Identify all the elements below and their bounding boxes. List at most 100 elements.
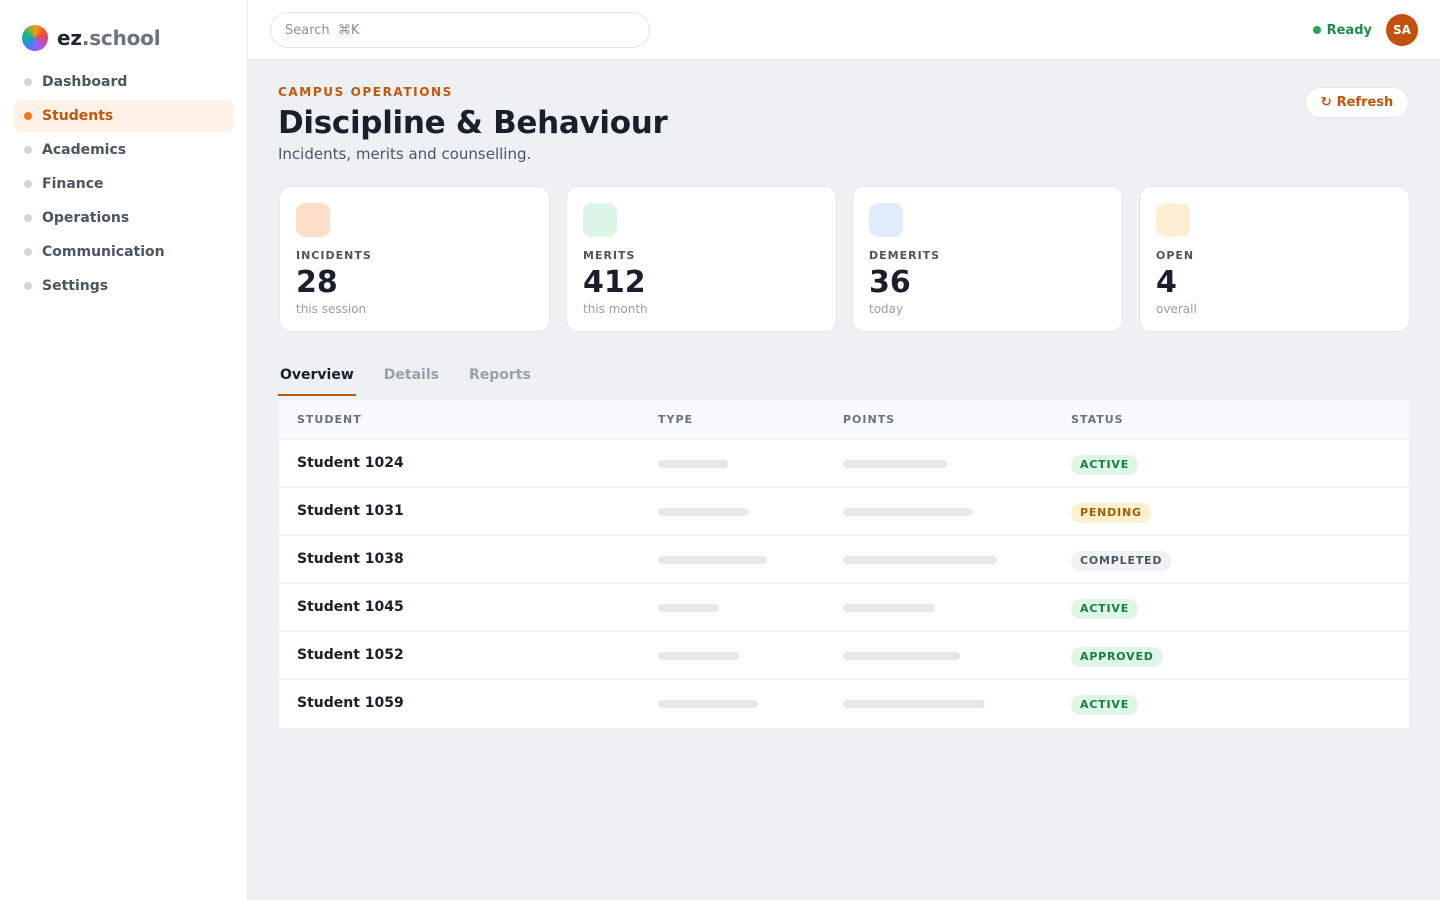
page-title: Discipline & Behaviour (278, 105, 668, 141)
demerits-icon (869, 203, 903, 237)
bullet-icon (24, 146, 32, 154)
sidebar: ez.school Dashboard Students Academics F… (0, 0, 248, 900)
status-text: Ready (1326, 22, 1372, 38)
kpi-value: 36 (869, 265, 911, 300)
column-header-student[interactable]: STUDENT (297, 413, 362, 426)
type-placeholder (658, 508, 748, 516)
refresh-icon: ↻ (1320, 95, 1332, 110)
bullet-icon (24, 112, 32, 120)
kpi-label: DEMERITS (869, 249, 941, 262)
bullet-icon (24, 282, 32, 290)
student-name: Student 1059 (297, 695, 404, 711)
points-placeholder (843, 556, 997, 564)
brand-name-ez: ez (57, 26, 82, 50)
kpi-label: OPEN (1156, 249, 1195, 262)
type-placeholder (658, 652, 739, 660)
points-placeholder (843, 460, 947, 468)
table-row[interactable]: Student 1052 APPROVED (279, 632, 1409, 680)
student-name: Student 1038 (297, 551, 404, 567)
kpi-note: this month (583, 302, 648, 316)
kpi-value: 28 (296, 265, 338, 300)
brand[interactable]: ez.school (22, 25, 161, 51)
type-placeholder (658, 700, 758, 708)
sidebar-item-label: Settings (42, 278, 109, 294)
tab-details[interactable]: Details (383, 367, 439, 383)
status-indicator: Ready (1312, 20, 1372, 40)
kpi-card-demerits: DEMERITS 36 today (852, 186, 1123, 332)
sidebar-item-label: Finance (42, 176, 104, 192)
table-row[interactable]: Student 1031 PENDING (279, 488, 1409, 536)
sidebar-item-dashboard[interactable]: Dashboard (14, 66, 233, 98)
student-name: Student 1045 (297, 599, 404, 615)
kpi-note: today (869, 302, 904, 316)
sidebar-item-label: Academics (42, 142, 127, 158)
sidebar-item-academics[interactable]: Academics (14, 134, 233, 166)
kpi-note: overall (1156, 302, 1197, 316)
points-placeholder (843, 700, 985, 708)
type-placeholder (658, 556, 767, 564)
open-icon (1156, 203, 1190, 237)
tab-reports[interactable]: Reports (468, 367, 531, 383)
sidebar-item-label: Students (42, 108, 114, 124)
section-eyebrow: CAMPUS OPERATIONS (278, 85, 453, 99)
student-name: Student 1052 (297, 647, 404, 663)
sidebar-item-label: Operations (42, 210, 130, 226)
avatar[interactable]: SA (1386, 14, 1418, 46)
status-badge: ACTIVE (1071, 695, 1139, 715)
status-dot-icon (1312, 26, 1321, 34)
table-row[interactable]: Student 1059 ACTIVE (279, 680, 1409, 728)
points-placeholder (843, 652, 960, 660)
brand-name-rest: .school (81, 26, 161, 50)
page-subtitle: Incidents, merits and counselling. (278, 145, 532, 163)
refresh-label: Refresh (1336, 95, 1394, 110)
status-badge: PENDING (1071, 503, 1151, 523)
table-header: STUDENT TYPE POINTS STATUS (279, 400, 1409, 440)
incidents-icon (296, 203, 330, 237)
kpi-card-open: OPEN 4 overall (1139, 186, 1410, 332)
kpi-label: INCIDENTS (296, 249, 372, 262)
bullet-icon (24, 78, 32, 86)
sidebar-item-label: Dashboard (42, 74, 128, 90)
kpi-value: 412 (583, 265, 646, 300)
bullet-icon (24, 214, 32, 222)
sidebar-item-operations[interactable]: Operations (14, 202, 233, 234)
logo-icon (22, 25, 48, 51)
column-header-status[interactable]: STATUS (1071, 413, 1124, 426)
sidebar-item-finance[interactable]: Finance (14, 168, 233, 200)
bullet-icon (24, 180, 32, 188)
tab-overview[interactable]: Overview (278, 360, 356, 396)
points-placeholder (843, 604, 935, 612)
sidebar-item-label: Communication (42, 244, 165, 260)
student-name: Student 1024 (297, 455, 404, 471)
status-badge: COMPLETED (1071, 551, 1172, 571)
column-header-type[interactable]: TYPE (658, 413, 694, 426)
sidebar-item-settings[interactable]: Settings (14, 270, 233, 302)
table-row[interactable]: Student 1045 ACTIVE (279, 584, 1409, 632)
tab-bar: Overview Details Reports (278, 360, 559, 396)
kpi-card-merits: MERITS 412 this month (566, 186, 837, 332)
students-table: STUDENT TYPE POINTS STATUS Student 1024 … (279, 400, 1409, 728)
brand-name: ez.school (57, 25, 161, 51)
column-header-points[interactable]: POINTS (843, 413, 896, 426)
bullet-icon (24, 248, 32, 256)
table-row[interactable]: Student 1038 COMPLETED (279, 536, 1409, 584)
status-badge: ACTIVE (1071, 455, 1139, 475)
topbar: Ready SA (248, 0, 1440, 60)
kpi-value: 4 (1156, 265, 1177, 300)
table-row[interactable]: Student 1024 ACTIVE (279, 440, 1409, 488)
type-placeholder (658, 604, 719, 612)
search-input[interactable] (270, 12, 650, 48)
sidebar-item-communication[interactable]: Communication (14, 236, 233, 268)
status-badge: ACTIVE (1071, 599, 1139, 619)
refresh-button[interactable]: ↻ Refresh (1305, 87, 1409, 118)
kpi-note: this session (296, 302, 367, 316)
sidebar-nav: Dashboard Students Academics Finance Ope… (14, 66, 233, 304)
points-placeholder (843, 508, 972, 516)
status-badge: APPROVED (1071, 647, 1163, 667)
kpi-card-incidents: INCIDENTS 28 this session (279, 186, 550, 332)
type-placeholder (658, 460, 728, 468)
kpi-label: MERITS (583, 249, 636, 262)
merits-icon (583, 203, 617, 237)
sidebar-item-students[interactable]: Students (14, 100, 233, 132)
student-name: Student 1031 (297, 503, 404, 519)
